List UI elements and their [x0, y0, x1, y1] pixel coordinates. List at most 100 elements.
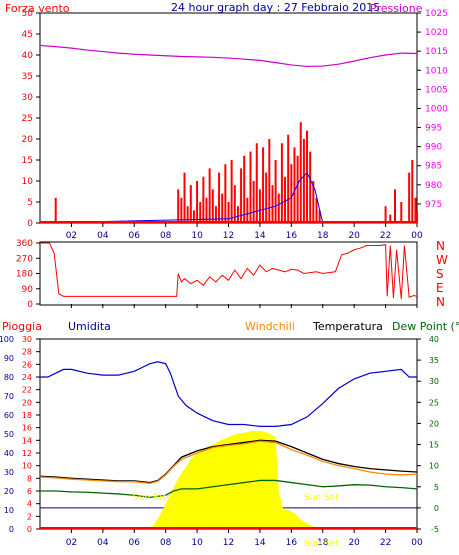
direction-plot	[40, 242, 418, 299]
pressure-tick-label: 1020	[425, 28, 448, 38]
bottom-plot	[39, 361, 418, 529]
pressure-tick-label: 980	[425, 181, 442, 191]
rain-tick-label: 30	[22, 335, 32, 344]
gust-line	[39, 171, 417, 224]
top-x-tick-label: 06	[129, 231, 141, 241]
direction-tick-label: 360	[16, 239, 33, 249]
rain-tick-label: 12	[22, 449, 32, 458]
top-x-tick-label: 04	[97, 231, 109, 241]
dewpoint-label: Dew Point (°C	[392, 320, 459, 333]
series-line-temperatura	[39, 439, 418, 484]
rain-tick-label: 28	[22, 348, 32, 357]
humidity-tick-label: 10	[4, 506, 14, 515]
temp-tick-label: -5	[431, 525, 439, 534]
series-line-dew-point	[40, 479, 418, 498]
bottom-x-tick-label: 02	[66, 538, 77, 548]
wind-tick-label: 30	[22, 93, 34, 103]
compass-label: W	[436, 253, 448, 267]
wind-tick-label: 50	[22, 9, 34, 19]
rain-tick-label: 26	[22, 360, 32, 369]
rain-tick-label: 20	[22, 398, 32, 407]
pressure-tick-label: 985	[425, 162, 442, 172]
humidity-tick-label: 90	[4, 354, 14, 363]
humidity-tick-label: 20	[4, 487, 14, 496]
humidity-tick-label: 50	[4, 430, 14, 439]
sunset-bottom-label: Sun Set	[304, 539, 339, 549]
pressure-tick-label: 1005	[425, 85, 448, 95]
rain-tick-label: 4	[27, 500, 32, 509]
rain-axis-title: Pioggia	[2, 320, 42, 333]
temp-tick-label: 30	[429, 377, 439, 386]
top-x-tick-label: 20	[348, 231, 360, 241]
rain-tick-label: 6	[27, 487, 32, 496]
temp-tick-label: 40	[429, 335, 439, 344]
top-x-tick-label: 12	[223, 231, 234, 241]
wind-tick-label: 10	[22, 177, 34, 187]
series-line-umidita	[40, 361, 417, 427]
top-x-tick-label: 00	[411, 231, 423, 241]
humidity-tick-label: 60	[4, 411, 14, 420]
top-plot	[39, 44, 418, 224]
direction-tick-label: 270	[16, 254, 33, 264]
direction-tick-label: 90	[22, 285, 34, 295]
temperature-label: Temperatura	[312, 320, 383, 333]
humidity-tick-label: 70	[4, 392, 14, 401]
bottom-axis-ticks: 0102030405060708090100024681012141618202…	[0, 335, 439, 548]
bottom-x-tick-label: 20	[348, 538, 360, 548]
wind-tick-label: 5	[27, 198, 33, 208]
direction-tick-label: 180	[16, 270, 33, 280]
rain-tick-label: 22	[22, 386, 32, 395]
rain-tick-label: 24	[22, 373, 32, 382]
bottom-x-tick-label: 10	[191, 538, 203, 548]
temp-tick-label: 15	[429, 441, 439, 450]
compass-label: E	[436, 281, 444, 295]
bottom-x-tick-label: 08	[160, 538, 172, 548]
pressure-line	[39, 44, 418, 68]
humidity-tick-label: 80	[4, 373, 14, 382]
pressure-tick-label: 975	[425, 200, 442, 210]
wind-tick-label: 20	[22, 135, 34, 145]
top-x-tick-label: 10	[191, 231, 203, 241]
pressure-tick-label: 1010	[425, 66, 448, 76]
temp-tick-label: 35	[429, 356, 439, 365]
humidity-axis-title: Umidita	[68, 320, 111, 333]
temp-tick-label: 25	[429, 398, 439, 407]
chart-title: 24 hour graph day : 27 Febbraio 2015	[171, 1, 380, 14]
bottom-x-tick-label: 06	[129, 538, 141, 548]
wind-axis-title: Forza vento	[5, 2, 70, 15]
bottom-x-tick-label: 16	[286, 538, 298, 548]
wind-tick-label: 45	[22, 30, 33, 40]
rain-tick-label: 18	[22, 411, 32, 420]
top-x-tick-label: 14	[254, 231, 266, 241]
sunrise-label: Sun Rise	[133, 493, 172, 503]
rain-tick-label: 0	[27, 525, 32, 534]
bottom-x-tick-label: 12	[223, 538, 234, 548]
windchill-label: Windchill	[245, 320, 295, 333]
temp-tick-label: 5	[434, 483, 439, 492]
wind-tick-label: 0	[27, 219, 33, 229]
compass-label: N	[436, 295, 445, 309]
top-x-tick-label: 02	[66, 231, 77, 241]
wind-tick-label: 15	[22, 156, 33, 166]
direction-line	[40, 242, 418, 299]
compass-label: S	[436, 267, 444, 281]
wind-tick-label: 25	[22, 114, 33, 124]
rain-tick-label: 10	[22, 462, 32, 471]
direction-tick-label: 0	[27, 300, 33, 310]
temp-tick-label: 0	[434, 504, 439, 513]
bottom-x-tick-label: 00	[411, 538, 423, 548]
solar-area	[146, 430, 320, 529]
pressure-tick-label: 990	[425, 143, 442, 153]
rain-tick-label: 14	[22, 436, 32, 445]
temp-tick-label: 20	[429, 419, 439, 428]
rain-tick-label: 16	[22, 424, 32, 433]
top-x-tick-label: 22	[380, 231, 391, 241]
series-line-windchill	[39, 440, 418, 485]
pressure-tick-label: 995	[425, 124, 442, 134]
humidity-tick-label: 100	[0, 335, 14, 344]
rain-tick-label: 2	[27, 512, 32, 521]
compass-label: N	[436, 239, 445, 253]
pressure-tick-label: 1000	[425, 104, 448, 114]
top-x-tick-label: 16	[286, 231, 298, 241]
